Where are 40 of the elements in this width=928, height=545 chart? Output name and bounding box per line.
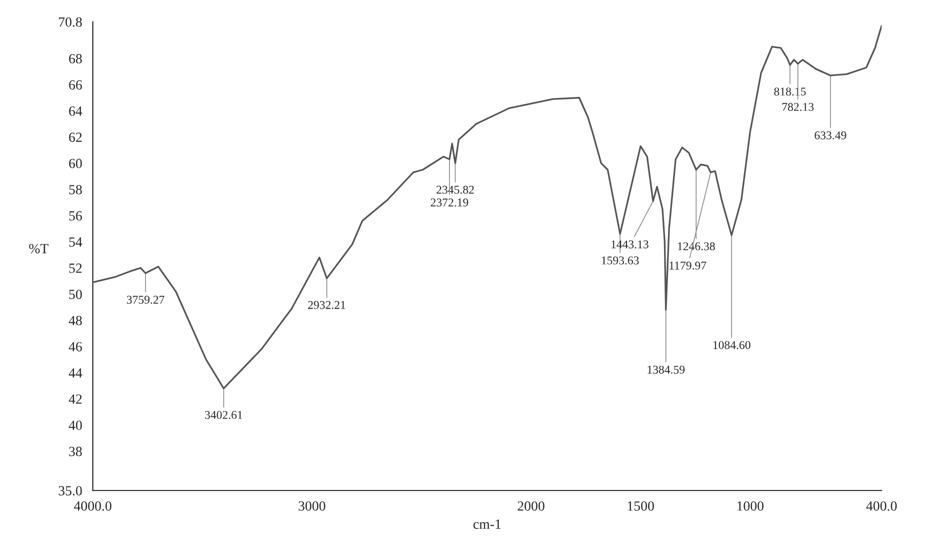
y-tick-label: 42	[68, 394, 82, 404]
y-tick-label: 46	[68, 342, 82, 352]
x-tick-label: 4000.0	[74, 501, 112, 511]
y-tick-label: 40	[68, 420, 82, 430]
y-tick-label: 44	[68, 368, 82, 378]
y-tick-label: 56	[69, 211, 82, 221]
annotation: 1246.38	[678, 242, 715, 250]
y-tick-label: 62	[69, 132, 82, 142]
y-tick-label: 54	[69, 237, 82, 247]
line-series	[92, 24, 882, 390]
annotation: 633.49	[814, 131, 846, 140]
y-tick-label: 58	[69, 184, 82, 194]
x-tick-label: 400.0	[866, 501, 897, 511]
annotation: 2345.82	[436, 186, 474, 194]
x-axis-title: cm-1	[473, 520, 501, 529]
annotation: 2932.21	[308, 301, 346, 309]
annotation: 782.13	[782, 102, 814, 111]
y-tick-label: 66	[69, 80, 82, 90]
annotation: 1179.97	[670, 262, 706, 270]
y-tick-label: 35.0	[58, 486, 82, 496]
x-tick-label: 2000	[518, 501, 544, 511]
annotation: 2372.19	[430, 198, 468, 207]
annotation: 1443.13	[612, 240, 648, 248]
annotation: 1384.59	[648, 366, 685, 374]
y-tick-label: 38	[69, 446, 82, 456]
x-tick-label: 1000	[737, 501, 764, 511]
annotation: 1084.60	[713, 341, 750, 350]
y-tick-label: 52	[69, 264, 82, 273]
annotation: 3759.27	[126, 296, 164, 304]
y-tick-label: 50	[69, 290, 82, 300]
y-tick-label: 64	[69, 106, 82, 116]
y-tick-label: 60	[69, 158, 82, 168]
y-axis-title: %T	[29, 244, 48, 254]
x-tick-label: 3000	[298, 501, 326, 511]
x-tick-label: 1500	[628, 501, 654, 511]
y-tick-label: 48	[68, 316, 82, 326]
y-tick-label: 70.8	[58, 17, 82, 27]
annotation: 3402.61	[205, 410, 242, 419]
annotation: 1593.63	[602, 256, 639, 264]
y-tick-label: 68	[69, 54, 82, 64]
